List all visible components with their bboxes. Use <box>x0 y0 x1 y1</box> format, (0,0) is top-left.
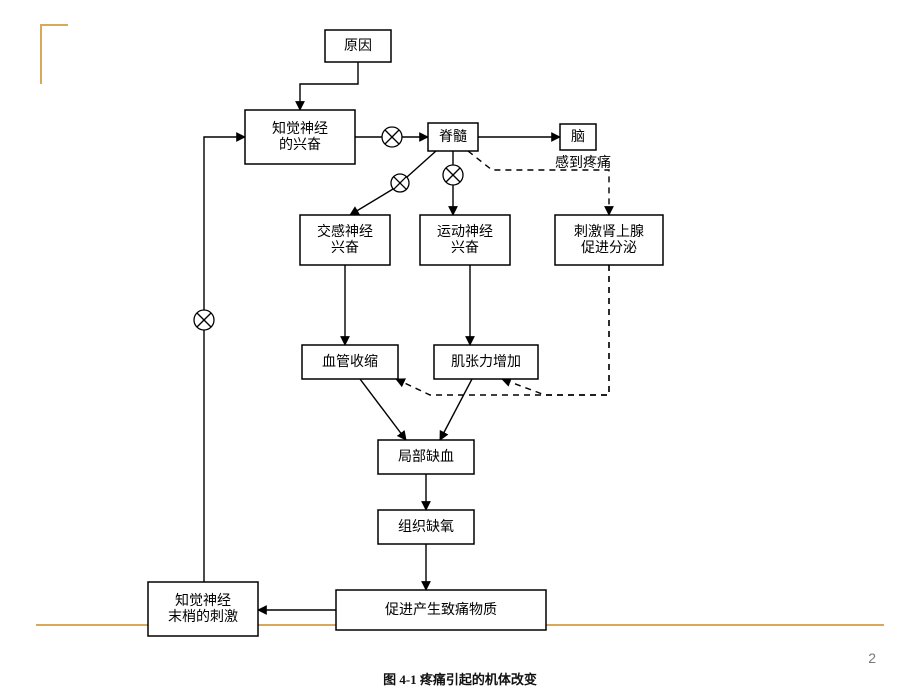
edge-g_spinal_left-sympath <box>350 189 393 215</box>
node-tension: 肌张力增加 <box>434 345 538 379</box>
node-label-adrenal-line0: 刺激肾上腺 <box>574 223 644 240</box>
node-label-brain_note: 感到疼痛 <box>555 154 611 171</box>
node-label-vaso: 血管收缩 <box>322 354 378 370</box>
node-label-sensory-line0: 知觉神经 <box>272 120 328 137</box>
node-sensory: 知觉神经的兴奋 <box>245 110 355 164</box>
node-adrenal: 刺激肾上腺促进分泌 <box>555 215 663 265</box>
node-label-ischemia: 局部缺血 <box>398 449 454 465</box>
node-substance: 促进产生致痛物质 <box>336 590 546 630</box>
node-brain: 脑 <box>560 124 596 150</box>
gate-g_left_vertical <box>194 310 214 330</box>
node-label-sympath-line0: 交感神经 <box>317 223 373 240</box>
node-label-adrenal-line1: 促进分泌 <box>581 240 637 256</box>
node-ischemia: 局部缺血 <box>378 440 474 474</box>
node-hypoxia: 组织缺氧 <box>378 510 474 544</box>
node-label-motor-line0: 运动神经 <box>437 224 493 240</box>
gate-g_spinal_down <box>443 165 463 185</box>
node-vaso: 血管收缩 <box>302 345 398 379</box>
edge-vaso-ischemia <box>360 379 406 440</box>
edge-cause-sensory <box>300 62 358 110</box>
node-label-sensory-line1: 的兴奋 <box>279 137 321 153</box>
node-label-sympath-line1: 兴奋 <box>331 240 359 256</box>
node-label-periph-line0: 知觉神经 <box>175 592 231 609</box>
flowchart-diagram: 原因知觉神经的兴奋脊髓脑感到疼痛交感神经兴奋运动神经兴奋刺激肾上腺促进分泌血管收… <box>0 0 920 690</box>
node-label-spinal: 脊髓 <box>439 129 467 145</box>
edge-tension-ischemia <box>440 379 472 440</box>
node-label-tension: 肌张力增加 <box>451 354 521 370</box>
node-label-hypoxia: 组织缺氧 <box>398 519 454 535</box>
node-label-brain: 脑 <box>571 129 585 145</box>
edge-g_left_vertical-sensory <box>204 137 245 310</box>
node-motor: 运动神经兴奋 <box>420 215 510 265</box>
gate-g_spinal_left <box>391 174 409 192</box>
node-spinal: 脊髓 <box>428 123 478 151</box>
node-brain_note: 感到疼痛 <box>555 154 611 171</box>
gate-g_sensory_spinal <box>382 127 402 147</box>
node-label-cause: 原因 <box>344 39 372 54</box>
node-periph: 知觉神经末梢的刺激 <box>148 582 258 636</box>
node-cause: 原因 <box>325 30 391 62</box>
edge-spinal-g_spinal_left <box>407 151 436 177</box>
node-sympath: 交感神经兴奋 <box>300 215 390 265</box>
node-label-substance: 促进产生致痛物质 <box>385 601 497 618</box>
node-label-periph-line1: 末梢的刺激 <box>168 608 238 625</box>
node-label-motor-line1: 兴奋 <box>451 240 479 256</box>
